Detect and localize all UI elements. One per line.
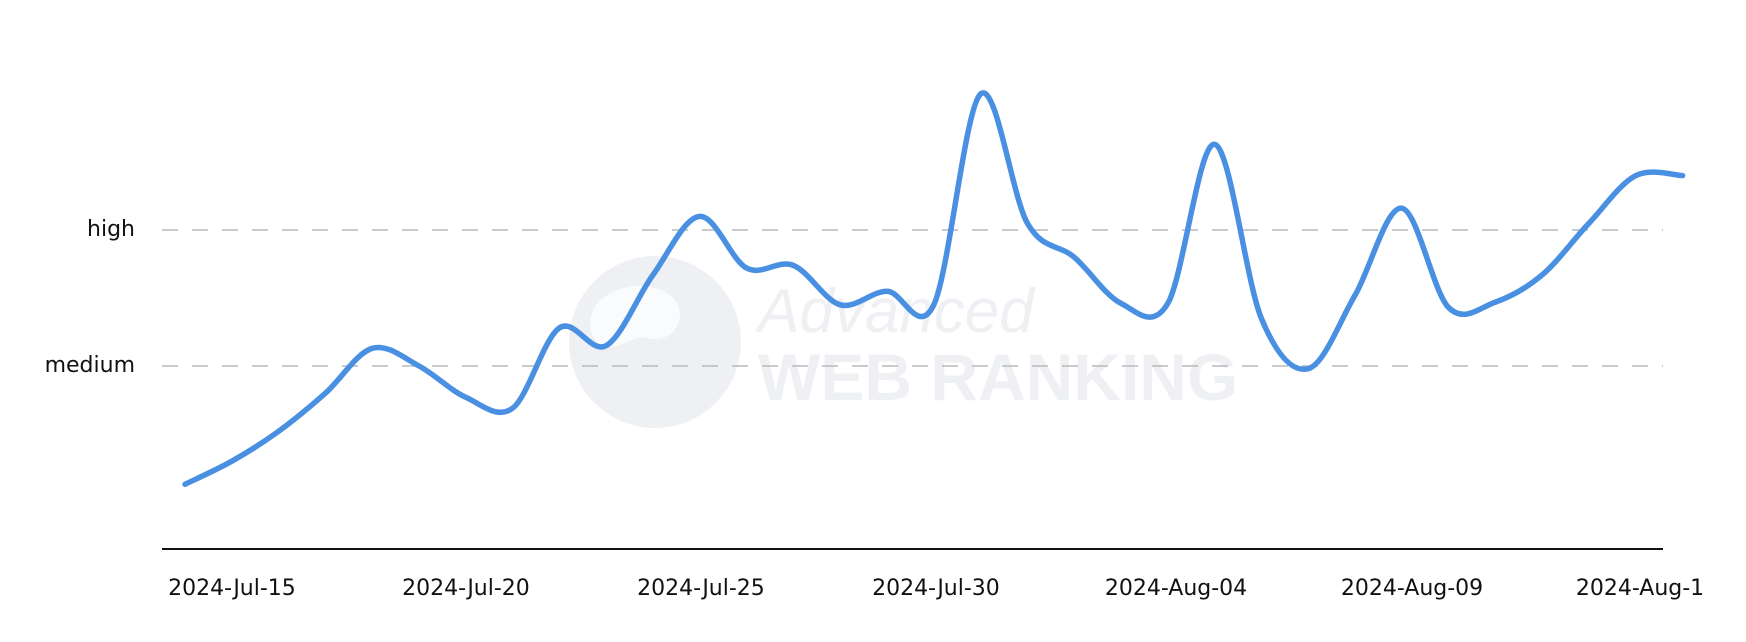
data-point	[322, 390, 328, 396]
data-point	[1399, 205, 1405, 211]
x-tick-label: 2024-Aug-09	[1341, 576, 1483, 601]
data-point	[1446, 305, 1452, 311]
data-point	[1071, 254, 1077, 260]
data-point	[1118, 300, 1124, 306]
data-point	[1305, 366, 1311, 372]
data-point	[1492, 299, 1498, 305]
data-point	[556, 325, 562, 331]
y-tick-label-high: high	[87, 217, 135, 242]
data-point	[650, 272, 656, 278]
x-tick-labels: 2024-Jul-15 2024-Jul-20 2024-Jul-25 2024…	[168, 576, 1704, 601]
data-point	[1024, 220, 1030, 226]
watermark-line2: WEB RANKING	[758, 340, 1238, 414]
series-line	[182, 90, 1686, 488]
data-point	[790, 262, 796, 268]
data-point	[1586, 220, 1592, 226]
data-point	[510, 405, 516, 411]
data-point	[744, 265, 750, 271]
data-point	[1212, 141, 1218, 147]
data-point	[229, 458, 235, 464]
data-point	[978, 91, 984, 97]
data-point	[182, 481, 188, 487]
data-point	[603, 343, 609, 349]
data-point	[369, 345, 375, 351]
data-point	[1633, 173, 1639, 179]
data-point	[416, 363, 422, 369]
data-point	[1352, 292, 1358, 298]
watermark-line1: Advanced	[754, 277, 1036, 346]
x-tick-label: 2024-Aug-1	[1576, 576, 1704, 601]
x-tick-label: 2024-Jul-20	[402, 576, 530, 601]
data-point	[1680, 173, 1686, 179]
data-point	[276, 428, 282, 434]
data-point	[837, 302, 843, 308]
data-point	[884, 288, 890, 294]
watermark: Advanced WEB RANKING	[569, 256, 1238, 428]
x-tick-label: 2024-Jul-15	[168, 576, 296, 601]
x-tick-label: 2024-Jul-25	[637, 576, 765, 601]
data-point	[931, 302, 937, 308]
watermark-continent-shape	[590, 285, 680, 347]
y-tick-label-medium: medium	[45, 353, 135, 378]
x-tick-label: 2024-Jul-30	[872, 576, 1000, 601]
data-point	[463, 394, 469, 400]
data-point	[1258, 315, 1264, 321]
data-point	[1539, 272, 1545, 278]
x-tick-label: 2024-Aug-04	[1105, 576, 1247, 601]
data-point	[697, 213, 703, 219]
watermark-globe-icon	[569, 256, 741, 428]
gridlines	[162, 229, 1663, 367]
data-point	[1165, 300, 1171, 306]
